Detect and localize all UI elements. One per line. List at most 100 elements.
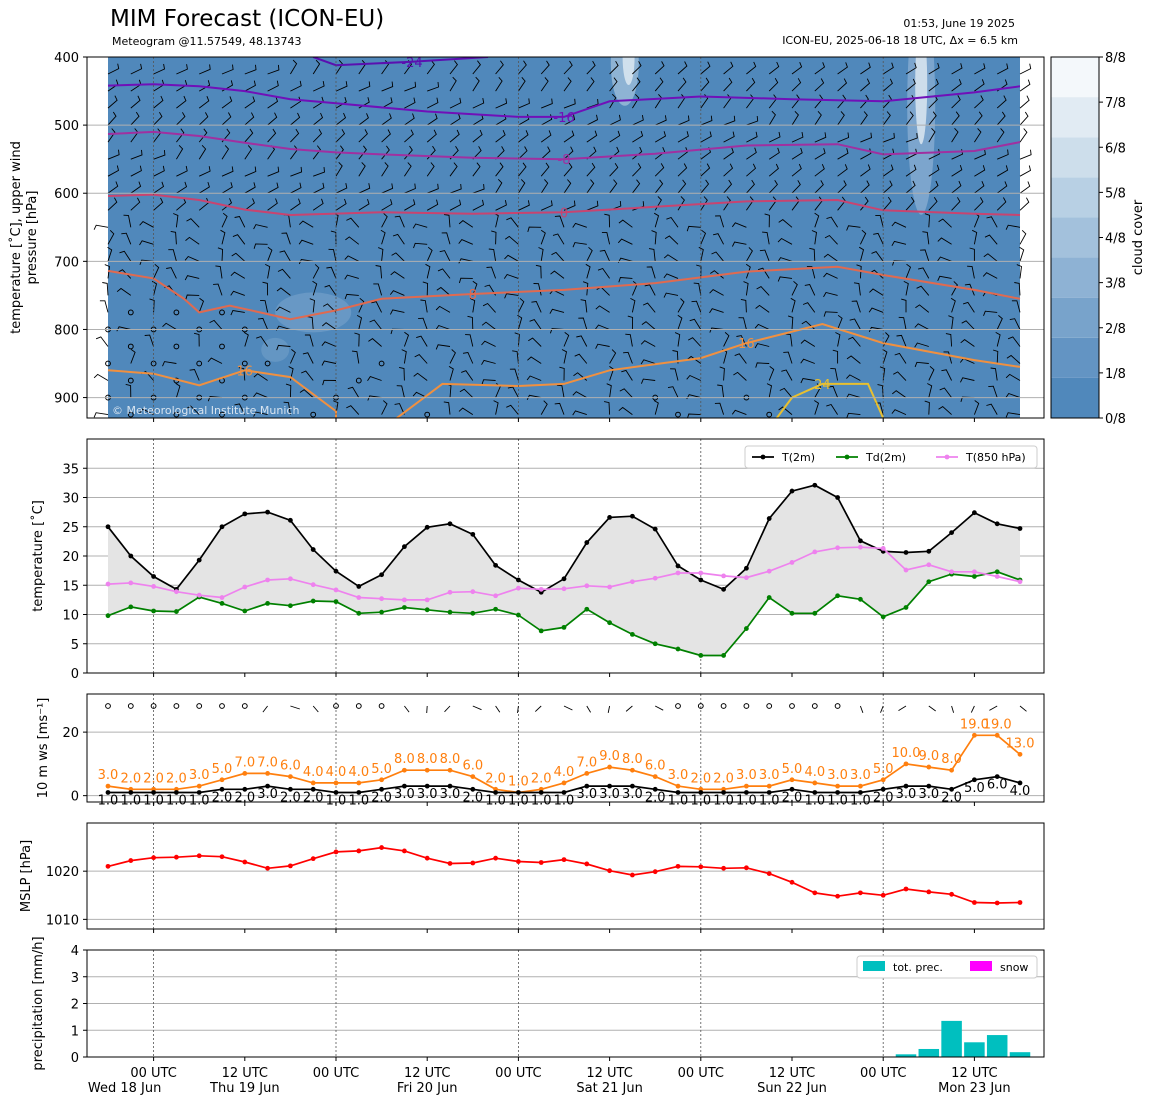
mean-wind-value-label: 2.0 <box>941 790 962 805</box>
wind-barb <box>860 62 871 75</box>
wind-frame <box>86 693 1045 803</box>
gust-value-label: 7.0 <box>257 755 278 770</box>
mean-wind-value-label: 3.0 <box>576 787 597 802</box>
mean-wind-value-label: 5.0 <box>964 781 985 796</box>
calm-wind-marker <box>675 411 681 418</box>
colorbar-tick-label: 4/8 <box>1105 232 1126 247</box>
surface-calm-marker <box>720 703 727 709</box>
wind-barb <box>399 366 405 381</box>
wind-barb <box>232 234 246 245</box>
wind-barb <box>130 197 141 211</box>
gust-value-label: 2.0 <box>485 771 506 786</box>
wind-barb <box>99 300 109 313</box>
wind-barb <box>472 57 474 58</box>
gust-value-label: 3.0 <box>736 768 757 783</box>
wind-barb <box>420 299 428 313</box>
wind-barb <box>882 196 892 211</box>
wind-barb <box>380 229 386 245</box>
wind-barb <box>299 389 314 398</box>
wind-barb <box>450 57 451 58</box>
wind-barb <box>654 131 667 143</box>
data-point <box>789 610 795 616</box>
wind-barb <box>686 355 702 364</box>
wind-barb <box>321 341 337 347</box>
wind-barb <box>481 359 496 365</box>
wind-barb <box>654 77 664 92</box>
wind-barb <box>572 410 587 416</box>
mean-wind-value-label: 1.0 <box>120 793 141 808</box>
data-point <box>333 568 339 574</box>
isotherm-label: -8 <box>558 153 571 168</box>
mean-wind-value-label: 1.0 <box>485 793 506 808</box>
day-label: Thu 19 Jun <box>209 1081 280 1096</box>
wind-barb <box>894 352 907 364</box>
wind-barb <box>848 336 861 347</box>
wind-barb <box>153 181 165 194</box>
mean-wind-value-label: 1.0 <box>736 793 757 808</box>
temperature-ytick-label: 5 <box>71 638 79 653</box>
wind-barb <box>791 147 803 160</box>
wind-barb <box>527 356 542 364</box>
data-point <box>493 790 498 795</box>
data-point <box>151 584 157 589</box>
wind-barb <box>937 275 952 281</box>
wind-barb <box>917 267 930 279</box>
wind-barb <box>928 78 939 92</box>
mean-wind-value-label: 1.0 <box>759 793 780 808</box>
wind-barb <box>404 113 415 126</box>
wind-barb <box>1014 282 1021 296</box>
upper-air-ytick-label: 800 <box>54 323 79 338</box>
wind-barb <box>102 282 109 296</box>
cloud-patch <box>275 292 352 333</box>
wind-barb <box>905 196 915 211</box>
wind-barb <box>289 349 296 364</box>
wind-barb <box>401 349 407 364</box>
wind-barb <box>860 196 869 211</box>
wind-barb <box>244 145 253 160</box>
cloud-patch <box>915 57 928 145</box>
calm-wind-marker <box>196 360 203 367</box>
wind-barb <box>632 146 643 160</box>
wind-barb <box>441 232 451 245</box>
wind-barb <box>153 263 160 279</box>
wind-barb <box>518 60 527 75</box>
wind-barb <box>276 306 291 313</box>
mean-wind-value-label: 1.0 <box>348 793 369 808</box>
wind-barb <box>358 57 360 58</box>
wind-barb <box>951 57 953 58</box>
wind-barb <box>322 379 337 386</box>
mean-wind-value-label: 2.0 <box>645 790 666 805</box>
wind-barb <box>176 197 187 211</box>
wind-barb <box>939 387 952 398</box>
wind-barb <box>632 115 644 126</box>
wind-barb <box>873 232 884 245</box>
wind-barb <box>849 318 861 330</box>
wind-barb <box>586 162 596 177</box>
wind-barb <box>518 146 528 160</box>
wind-barb <box>449 162 458 177</box>
wind-barb <box>781 369 793 381</box>
wind-barb <box>837 132 850 143</box>
wind-barb <box>951 79 962 92</box>
wind-barb <box>472 129 483 143</box>
wind-barb <box>540 77 549 92</box>
data-point <box>196 853 202 859</box>
wind-barb <box>860 164 871 177</box>
wind-barb <box>559 366 565 381</box>
data-point <box>721 790 726 795</box>
mean-wind-value-label: 3.0 <box>394 787 415 802</box>
wind-barb <box>279 250 291 262</box>
wind-barb <box>893 371 907 381</box>
data-point <box>675 783 681 789</box>
wind-barb <box>586 130 598 143</box>
data-point <box>561 576 567 582</box>
wind-barb <box>356 315 363 330</box>
wind-barb <box>845 393 861 399</box>
wind-barb <box>713 233 724 245</box>
wind-barb <box>404 129 414 143</box>
gust-value-label: 2.0 <box>120 771 141 786</box>
gust-value-label: 2.0 <box>713 771 734 786</box>
data-point <box>219 854 225 860</box>
calm-wind-marker <box>264 360 271 367</box>
data-point <box>333 587 339 593</box>
